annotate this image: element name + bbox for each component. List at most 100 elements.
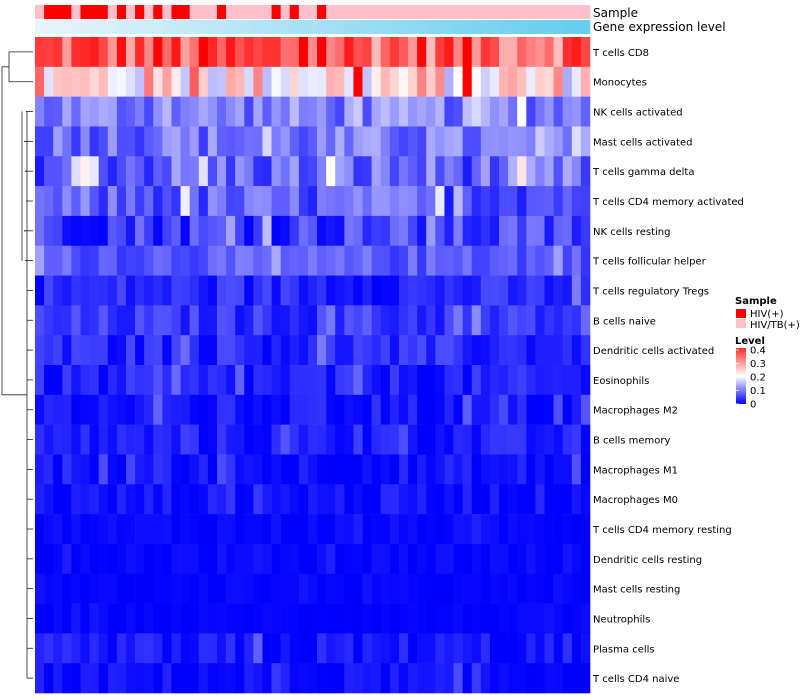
heatmap-cell [207,37,218,68]
expression-annotation-cell [207,20,218,34]
heatmap-cell [389,454,400,485]
heatmap-cell [453,37,463,68]
heatmap-cell [253,215,263,247]
heatmap-cell [435,365,445,396]
heatmap-cell [544,186,554,217]
heatmap-cell [253,186,263,217]
heatmap-cell [53,66,63,97]
heatmap-cell [398,573,409,604]
expression-annotation-cell [380,20,391,34]
heatmap-cell [571,454,582,485]
heatmap-cell [380,454,391,485]
heatmap-cell [289,96,300,127]
heatmap-cell [116,365,127,396]
heatmap-cell [262,215,272,247]
sample-annotation-cell [380,5,391,19]
heatmap-cell [526,603,536,634]
heatmap-cell [553,543,564,575]
heatmap-cell [135,663,145,694]
sample-annotation-cell [362,5,372,19]
sample-annotation-cell [453,5,463,19]
heatmap-cell [162,66,172,97]
heatmap-cell [526,215,536,247]
expression-annotation-cell [189,20,200,34]
heatmap-cell [544,454,554,485]
heatmap-cell [389,573,400,604]
heatmap-cell [107,305,118,336]
heatmap-cell [326,186,336,217]
row-label: NK cells resting [593,227,670,238]
heatmap-cell [162,573,172,604]
heatmap-cell [307,186,318,217]
heatmap-cell [35,37,45,68]
heatmap-cell [517,305,527,336]
heatmap-cell [435,245,445,276]
expression-annotation-cell [53,20,63,34]
heatmap-cell [317,603,327,634]
heatmap-cell [144,663,154,694]
heatmap-cell [580,275,591,306]
heatmap-cell [53,245,63,276]
heatmap-cell [298,543,309,575]
heatmap-cell [162,335,172,366]
heatmap-cell [162,215,172,247]
heatmap-cell [180,215,190,247]
row-label: B cells memory [593,436,670,447]
heatmap-cell [335,633,345,664]
heatmap-cell [216,245,227,276]
heatmap-cell [153,543,163,575]
sample-annotation-cell [226,5,236,19]
heatmap-cell [544,543,554,575]
heatmap-cell [408,454,418,485]
heatmap-cell [262,305,272,336]
heatmap-cell [171,275,181,306]
heatmap-cell [80,335,90,366]
sample-annotation-cell [353,5,363,19]
heatmap-cell [53,365,63,396]
expression-annotation-cell [235,20,245,34]
heatmap-cell [317,633,327,664]
heatmap-cell [253,603,263,634]
sample-annotation-cell [35,5,45,19]
heatmap-cell [226,305,236,336]
heatmap-cell [125,335,136,366]
heatmap-cell [162,245,172,276]
expression-annotation-cell [526,20,536,34]
heatmap-cell [526,37,536,68]
expression-annotation-cell [562,20,573,34]
heatmap-cell [508,514,518,545]
heatmap-cell [216,215,227,247]
heatmap-cell [562,96,573,127]
heatmap-cell [262,514,272,545]
heatmap-cell [235,335,245,366]
heatmap-cell [326,573,336,604]
heatmap-cell [280,66,291,97]
heatmap-cell [35,603,45,634]
heatmap-cell [35,305,45,336]
heatmap-cell [80,365,90,396]
heatmap-cell [289,335,300,366]
heatmap-cell [198,305,209,336]
heatmap-cell [389,245,400,276]
heatmap-cell [298,663,309,694]
heatmap-cell [362,215,372,247]
heatmap-cell [116,603,127,634]
heatmap-cell [389,37,400,68]
expression-annotation-cell [426,20,436,34]
sample-annotation-cell [508,5,518,19]
heatmap-cell [44,156,54,187]
heatmap-cell [571,156,582,187]
heatmap-cell [135,96,145,127]
heatmap-cell [280,633,291,664]
heatmap-cell [44,245,54,276]
heatmap-cell [371,365,382,396]
heatmap-cell [171,603,181,634]
heatmap-cell [371,514,382,545]
heatmap-cell [107,394,118,425]
heatmap-cell [62,514,72,545]
row-label: Neutrophils [593,614,650,625]
heatmap-cell [526,394,536,425]
heatmap-cell [317,365,327,396]
heatmap-cell [226,335,236,366]
heatmap-cell [226,96,236,127]
